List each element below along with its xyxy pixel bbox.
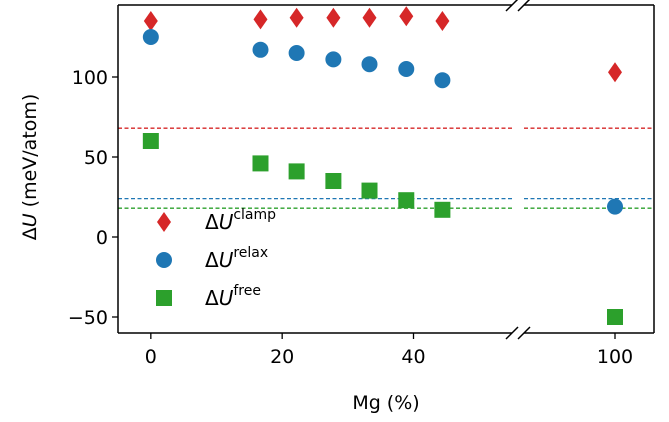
point-relax-0 <box>142 29 159 45</box>
legend-label-free: ΔUfree <box>205 283 261 310</box>
y-tick-label: 0 <box>96 227 108 249</box>
point-clamp-1 <box>253 9 268 30</box>
point-clamp-4 <box>362 7 377 28</box>
point-free-5 <box>398 192 415 209</box>
legend-label-relax: ΔUrelax <box>205 245 268 272</box>
point-clamp-5 <box>399 6 414 27</box>
tick-labels: 0 20 40 100 −50 0 50 100 <box>68 67 633 368</box>
axis-break-mark <box>517 326 531 340</box>
point-free-6 <box>434 201 451 218</box>
point-relax-1 <box>252 41 269 58</box>
legend-marker-free <box>156 290 172 306</box>
point-free-0 <box>142 133 159 149</box>
point-relax-7 <box>607 198 623 215</box>
point-relax-6 <box>434 72 451 89</box>
y-tick-label: 50 <box>84 147 108 169</box>
axis-break-mark <box>505 326 519 340</box>
reference-lines <box>118 127 654 209</box>
point-free-1 <box>252 155 269 172</box>
data-points <box>142 6 623 325</box>
legend-marker-clamp <box>157 212 171 232</box>
point-clamp-7 <box>608 62 622 83</box>
axis-break-mark <box>505 0 519 12</box>
legend: ΔUclamp ΔUrelax ΔUfree <box>156 207 276 310</box>
point-relax-5 <box>398 61 415 77</box>
point-free-2 <box>288 163 305 180</box>
point-relax-3 <box>325 51 342 68</box>
x-tick-label: 20 <box>270 346 294 368</box>
x-tick-label: 40 <box>401 346 425 368</box>
axis-break-mark <box>517 0 531 12</box>
point-clamp-3 <box>326 7 341 28</box>
y-tick-label: 100 <box>72 67 108 89</box>
x-tick-label: 0 <box>145 346 157 368</box>
point-free-3 <box>325 173 342 189</box>
x-tick-label: 100 <box>597 346 633 368</box>
point-clamp-2 <box>289 7 304 28</box>
point-relax-2 <box>288 45 305 61</box>
legend-marker-relax <box>156 252 172 268</box>
x-axis-label: Mg (%) <box>352 392 419 414</box>
point-free-7 <box>607 309 623 325</box>
point-free-4 <box>361 182 378 199</box>
y-axis-label: ΔU (meV/atom) <box>19 94 41 241</box>
point-clamp-6 <box>435 11 450 31</box>
point-relax-4 <box>361 56 378 73</box>
point-clamp-0 <box>143 11 158 31</box>
axes <box>112 0 655 340</box>
legend-label-clamp: ΔUclamp <box>205 207 276 234</box>
y-tick-label: −50 <box>68 307 108 329</box>
